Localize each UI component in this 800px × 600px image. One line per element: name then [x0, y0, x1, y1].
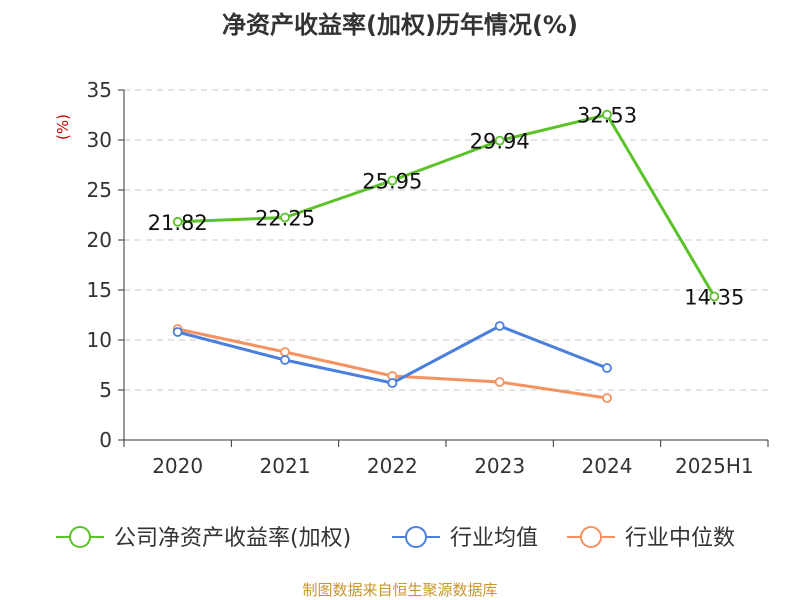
- data-point: [709, 291, 720, 302]
- data-point: [494, 321, 505, 331]
- data-point: [280, 347, 290, 357]
- y-tick-label: 25: [87, 178, 112, 202]
- y-tick-label: 20: [87, 228, 112, 252]
- y-tick-label: 15: [87, 278, 112, 302]
- x-tick-label: 2022: [367, 454, 418, 478]
- data-point: [387, 175, 398, 186]
- y-axis-unit-label: (%): [54, 114, 72, 140]
- legend: 公司净资产收益率(加权) 行业均值 行业中位数: [56, 526, 735, 551]
- data-point: [602, 363, 612, 373]
- legend-label: 行业中位数: [625, 526, 735, 551]
- x-tick-label: 2025H1: [675, 454, 754, 478]
- data-point: [172, 327, 183, 337]
- data-point: [602, 109, 612, 120]
- data-point: [172, 216, 183, 227]
- legend-marker: [405, 526, 427, 548]
- x-tick-label: 2023: [474, 454, 525, 478]
- y-tick-label: 35: [87, 78, 112, 102]
- data-point: [280, 355, 290, 365]
- y-tick-label: 0: [99, 428, 112, 452]
- legend-label: 行业均值: [450, 526, 538, 551]
- gridlines: [124, 89, 768, 391]
- chart-title: 净资产收益率(加权)历年情况(%): [222, 11, 578, 39]
- legend-marker: [69, 526, 91, 548]
- x-tick-label: 2020: [152, 454, 203, 478]
- data-point: [494, 135, 505, 146]
- axes: 0 5 10 15 20 25 30 35 2020 2021 2022 2023 2024 2025H1: [87, 78, 769, 478]
- series-lines: [172, 109, 720, 403]
- series-line: [177, 113, 716, 298]
- data-point: [602, 393, 612, 403]
- legend-label: 公司净资产收益率(加权): [114, 526, 351, 551]
- data-label: 21.82: [148, 211, 208, 235]
- y-tick-label: 30: [87, 128, 112, 152]
- data-label: 29.94: [470, 130, 530, 154]
- data-label: 25.95: [362, 170, 422, 194]
- data-point: [387, 378, 398, 388]
- data-point: [494, 377, 505, 387]
- data-point: [280, 212, 290, 223]
- data-label: 22.25: [255, 207, 315, 231]
- data-labels: 21.82 22.25 25.95 29.94 32.53 14.35: [148, 104, 745, 310]
- legend-marker: [580, 526, 602, 548]
- x-tick-label: 2024: [582, 454, 633, 478]
- x-tick-label: 2021: [260, 454, 311, 478]
- source-note: 制图数据来自恒生聚源数据库: [302, 581, 497, 599]
- y-tick-label: 5: [99, 378, 112, 402]
- data-label: 32.53: [577, 104, 637, 128]
- y-tick-label: 10: [87, 328, 112, 352]
- data-label: 14.35: [684, 286, 744, 310]
